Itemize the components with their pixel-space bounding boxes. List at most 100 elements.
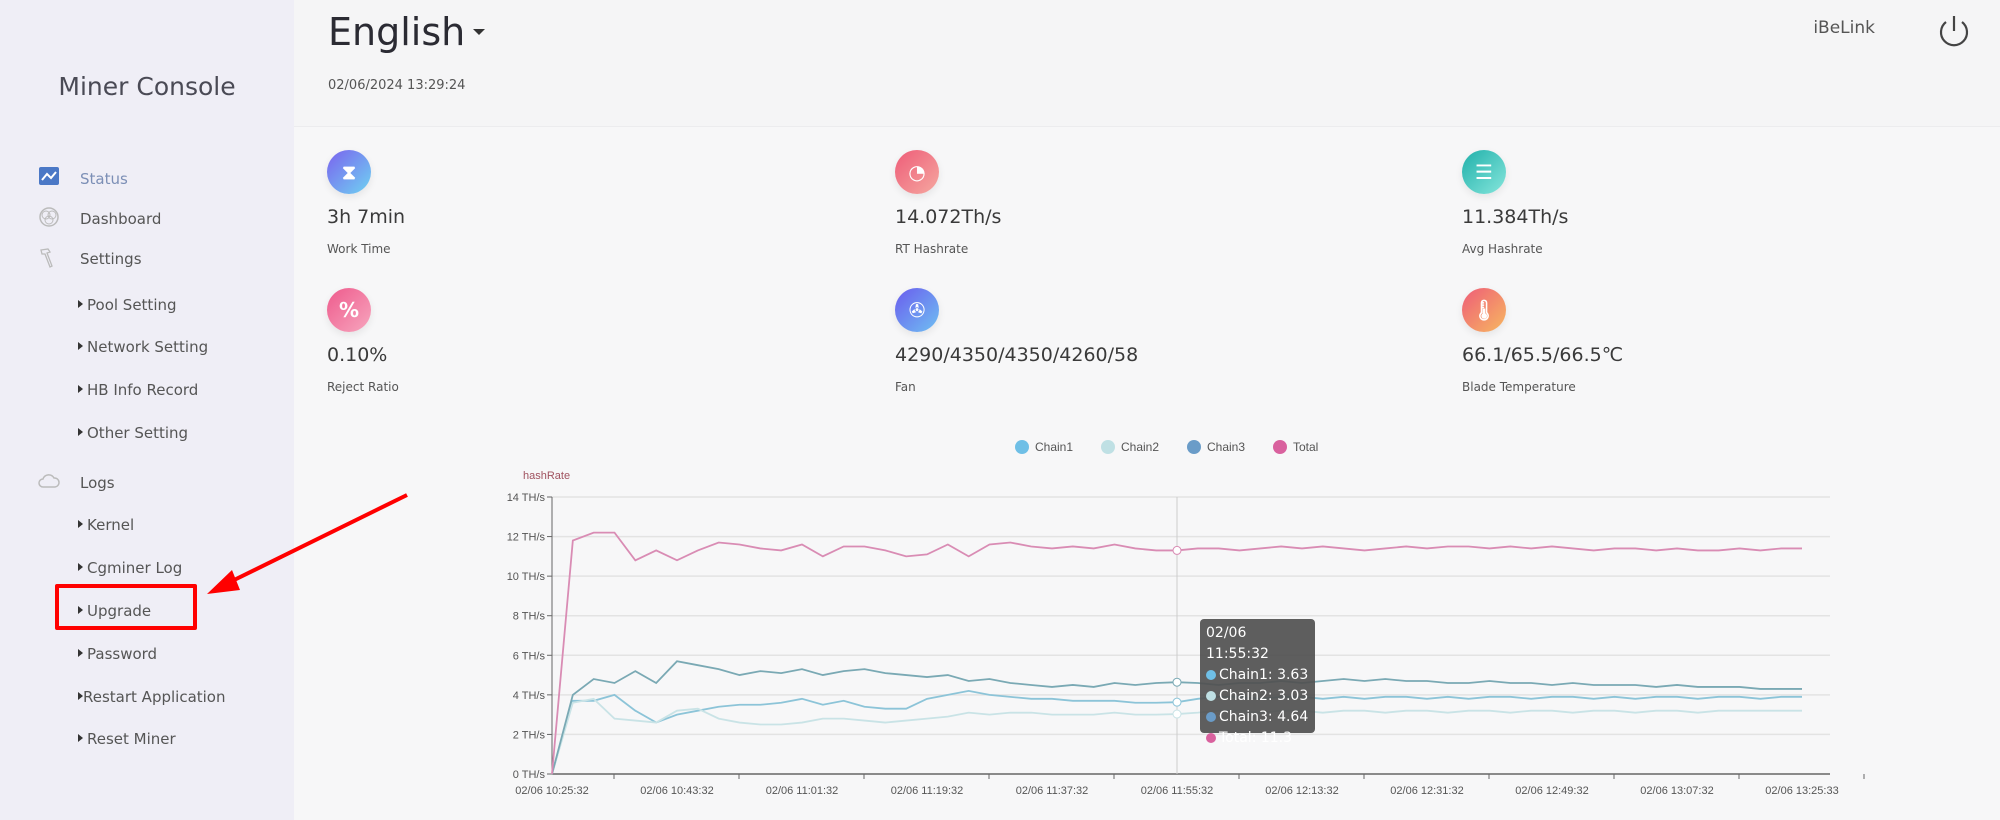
fan-label: Fan [895,380,916,394]
work-time-value: 3h 7min [327,206,406,228]
tooltip-chain3: Chain3: 4.64 [1219,709,1309,725]
caret-right-icon [78,606,83,614]
caret-right-icon [78,385,83,393]
nav-dashboard-label: Dashboard [80,210,162,228]
hover-point-chain1 [1172,697,1182,707]
tooltip-chain1: Chain1: 3.63 [1219,667,1309,683]
blade-temperature-label: Blade Temperature [1462,380,1576,394]
dashboard-icon [39,207,59,227]
tooltip-row-chain2: Chain2: 3.03 [1206,686,1309,707]
nav-pool-setting[interactable]: Pool Setting [78,296,177,314]
nav-other-setting[interactable]: Other Setting [78,424,188,442]
rt-hashrate-value: 14.072Th/s [895,206,1002,228]
language-dropdown[interactable]: English [328,10,486,54]
brand-title: Miner Console [58,72,236,101]
nav-hb-info-record[interactable]: HB Info Record [78,381,198,399]
caret-right-icon [78,300,83,308]
cloud-icon [38,474,60,488]
nav-other-setting-label: Other Setting [87,424,189,442]
caret-right-icon [78,520,83,528]
tooltip-total: Total: 11.3 [1219,730,1293,746]
power-icon[interactable] [1934,12,1974,52]
legend-chain2-label: Chain2 [1121,440,1159,454]
y-tick-label: 10 TH/s [507,571,546,583]
x-tick-label: 02/06 10:25:32 [515,785,588,797]
y-tick-label: 6 TH/s [513,650,546,662]
chain1-dot-icon [1206,670,1216,680]
y-tick-label: 4 TH/s [513,690,546,702]
nav-network-setting-label: Network Setting [87,338,209,356]
chevron-down-icon [473,29,486,35]
x-tick-label: 02/06 12:31:32 [1390,785,1463,797]
stat-avg-hashrate: ☰ 11.384Th/s Avg Hashrate [1462,150,1568,256]
x-tick-label: 02/06 13:25:33 [1765,785,1838,797]
caret-right-icon [78,428,83,436]
nav-reset-miner-label: Reset Miner [87,730,176,748]
speedometer-icon: ◔ [895,150,939,194]
hover-point-chain3 [1172,677,1182,687]
percent-icon: % [327,288,371,332]
fan-value: 4290/4350/4350/4260/58 [895,344,1139,366]
caret-right-icon [78,692,83,700]
nav-reset-miner[interactable]: Reset Miner [78,730,176,748]
x-tick-label: 02/06 10:43:32 [640,785,713,797]
tooltip-row-chain3: Chain3: 4.64 [1206,707,1309,728]
y-tick-label: 8 TH/s [513,611,546,623]
tooltip-row-total: Total: 11.3 [1206,728,1309,749]
legend-chain1-icon [1015,440,1029,454]
x-tick-label: 02/06 12:49:32 [1515,785,1588,797]
server-icon: ☰ [1462,150,1506,194]
hourglass-icon: ⧗ [327,150,371,194]
nav-restart-application-label: Restart Application [83,688,226,706]
y-tick-label: 0 TH/s [513,769,546,781]
nav-password[interactable]: Password [78,645,157,663]
legend-chain2-icon [1101,440,1115,454]
y-tick-label: 12 TH/s [507,532,546,544]
stat-reject-ratio: % 0.10% Reject Ratio [327,288,399,394]
chain3-dot-icon [1206,712,1216,722]
nav-pool-setting-label: Pool Setting [87,296,177,314]
nav-upgrade[interactable]: Upgrade [78,602,151,620]
stat-work-time: ⧗ 3h 7min Work Time [327,150,405,256]
chart-tooltip: 02/06 11:55:32 Chain1: 3.63 Chain2: 3.03… [1200,619,1315,746]
legend-total-icon [1273,440,1287,454]
y-tick-label: 2 TH/s [513,729,546,741]
nav-logs-label: Logs [80,474,115,492]
x-tick-label: 02/06 11:01:32 [766,785,839,797]
settings-tools-icon [40,248,53,268]
status-chart-icon [39,167,59,185]
y-tick-label: 14 TH/s [507,492,546,504]
sidebar: Miner Console Status Dashboard Settings … [0,0,294,820]
reject-ratio-label: Reject Ratio [327,380,399,394]
nav-kernel[interactable]: Kernel [78,516,134,534]
nav-hb-info-record-label: HB Info Record [87,381,199,399]
nav-restart-application[interactable]: Restart Application [78,688,226,706]
stat-rt-hashrate: ◔ 14.072Th/s RT Hashrate [895,150,1001,256]
nav-settings-label: Settings [80,250,142,268]
legend-chain3-label: Chain3 [1207,440,1245,454]
legend-chain3-icon [1187,440,1201,454]
username[interactable]: iBeLink [1813,18,1875,38]
current-datetime: 02/06/2024 13:29:24 [328,78,466,93]
header: English 02/06/2024 13:29:24 iBeLink [294,0,2000,127]
tooltip-time: 02/06 11:55:32 [1206,625,1269,662]
reject-ratio-value: 0.10% [327,344,388,366]
x-tick-label: 02/06 11:55:32 [1141,785,1214,797]
stat-blade-temperature: 🌡 66.1/65.5/66.5℃ Blade Temperature [1462,288,1623,394]
legend-chain1-label: Chain1 [1035,440,1073,454]
work-time-label: Work Time [327,242,391,256]
avg-hashrate-value: 11.384Th/s [1462,206,1569,228]
y-axis-title: hashRate [523,470,570,482]
hover-point-chain2 [1172,709,1182,719]
caret-right-icon [78,734,83,742]
nav-cgminer-log-label: Cgminer Log [87,559,183,577]
nav-cgminer-log[interactable]: Cgminer Log [78,559,182,577]
caret-right-icon [78,563,83,571]
fan-icon: ✇ [895,288,939,332]
nav-network-setting[interactable]: Network Setting [78,338,208,356]
legend-total-label: Total [1293,440,1318,454]
avg-hashrate-label: Avg Hashrate [1462,242,1543,256]
nav-password-label: Password [87,645,158,663]
blade-temperature-value: 66.1/65.5/66.5℃ [1462,344,1624,366]
